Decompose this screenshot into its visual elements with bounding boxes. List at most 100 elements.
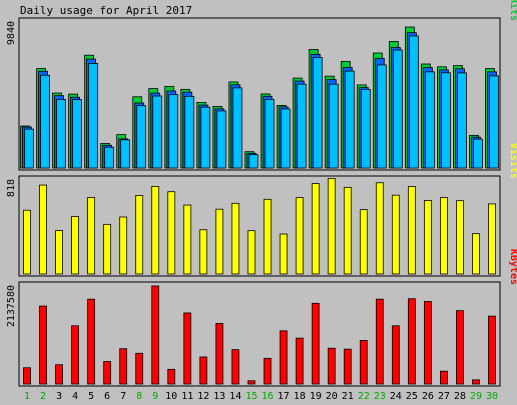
bar-pages-day-26: [424, 71, 435, 169]
bar-visits-day-6: [103, 223, 112, 275]
bar-visits-day-9: [151, 186, 160, 275]
bar-kbytes-day-2: [39, 305, 47, 385]
bar-kbytes-day-12: [199, 356, 208, 385]
bar-pages-day-1: [24, 128, 34, 169]
bar-kbytes-day-15: [247, 380, 256, 385]
bar-kbytes-day-24: [391, 325, 400, 385]
x-tick-label: 28: [454, 391, 466, 402]
bar-pages-day-7: [120, 139, 131, 169]
bar-pages-day-24: [392, 49, 403, 169]
bar-visits-day-7: [119, 216, 128, 275]
y-axis-max-label: 818: [6, 179, 17, 197]
x-tick-label: 19: [310, 391, 322, 402]
bar-visits-day-10: [167, 191, 176, 275]
bar-pages-day-19: [312, 57, 323, 169]
x-tick-label: 14: [229, 391, 241, 402]
bar-kbytes-day-28: [456, 310, 464, 385]
x-tick-label: 4: [72, 391, 78, 402]
bar-visits-day-14: [231, 202, 240, 275]
bar-pages-day-23: [376, 64, 387, 169]
y-axis-max-label: 2137580: [6, 285, 17, 327]
bar-visits-day-16: [263, 198, 272, 275]
x-tick-label: 8: [136, 391, 142, 402]
bar-pages-day-15: [248, 154, 259, 169]
bar-pages-day-13: [216, 110, 227, 169]
bar-kbytes-day-6: [103, 361, 112, 385]
bar-pages-day-9: [152, 95, 163, 169]
bar-pages-day-20: [328, 83, 339, 169]
bar-visits-day-8: [135, 194, 144, 275]
x-tick-label: 17: [278, 391, 290, 402]
bar-pages-day-25: [408, 35, 419, 169]
bar-kbytes-day-7: [119, 348, 128, 385]
bar-kbytes-day-29: [472, 379, 480, 385]
bar-kbytes-day-19: [311, 302, 320, 385]
y-axis-max-label: 9840: [6, 21, 17, 45]
x-tick-label: 27: [438, 391, 450, 402]
bar-kbytes-day-10: [167, 368, 176, 385]
x-tick-label: 11: [181, 391, 193, 402]
bar-visits-day-24: [391, 194, 400, 275]
bar-kbytes-day-5: [87, 298, 96, 385]
panel-frame: [18, 281, 501, 387]
x-tick-label: 2: [40, 391, 46, 402]
chart-panels: 9840 Pages/Files/Hits 818 Visits 2137580 KByt…: [6, 0, 517, 387]
bar-kbytes-day-21: [343, 348, 352, 385]
bar-kbytes-day-16: [263, 357, 272, 385]
x-tick-label: 7: [120, 391, 126, 402]
panel-frame: [18, 175, 501, 277]
bar-kbytes-day-17: [279, 330, 288, 385]
x-tick-label: 24: [390, 391, 402, 402]
bar-visits-day-12: [199, 229, 208, 275]
bar-visits-day-15: [247, 230, 256, 275]
panel-kbytes: 2137580 KBytes: [6, 249, 517, 387]
x-tick-label: 22: [358, 391, 370, 402]
x-tick-label: 29: [470, 391, 482, 402]
bar-kbytes-day-27: [439, 370, 448, 385]
x-tick-label: 3: [56, 391, 62, 402]
bar-pages-day-12: [200, 106, 211, 169]
bar-pages-day-6: [104, 146, 115, 169]
x-tick-label: 13: [213, 391, 225, 402]
x-tick-label: 12: [197, 391, 209, 402]
bar-pages-day-27: [440, 72, 451, 169]
bar-visits-day-18: [295, 197, 304, 275]
bar-kbytes-day-22: [359, 340, 368, 385]
bar-visits-day-4: [71, 216, 80, 275]
bar-visits-day-3: [55, 230, 63, 275]
bar-visits-day-2: [39, 184, 47, 275]
bar-visits-day-23: [375, 182, 384, 275]
bar-visits-day-27: [439, 197, 448, 275]
legend-entry: KBytes: [508, 249, 517, 285]
x-tick-label: 26: [422, 391, 434, 402]
bar-kbytes-day-23: [375, 298, 384, 385]
bar-visits-day-29: [472, 233, 480, 275]
x-axis-day-labels: 1 2 3 4 5 6 7 8 9 10 11 12 13 14 15 16 17 18 19 20 21 22 23 24 2…: [24, 391, 498, 402]
x-tick-label: 9: [152, 391, 158, 402]
bar-kbytes-day-30: [488, 315, 496, 385]
bar-visits-day-30: [488, 203, 496, 275]
x-tick-label: 30: [486, 391, 498, 402]
bar-kbytes-day-20: [327, 347, 336, 385]
bar-visits-day-19: [311, 183, 320, 275]
bar-pages-day-21: [344, 70, 355, 169]
bar-kbytes-day-26: [423, 301, 432, 385]
panel-requests: 9840 Pages/Files/Hits: [6, 0, 517, 171]
bar-kbytes-day-1: [23, 367, 31, 385]
bar-kbytes-day-18: [295, 337, 304, 385]
x-tick-label: 16: [261, 391, 273, 402]
bar-pages-day-14: [232, 87, 243, 169]
bar-visits-day-25: [407, 186, 416, 275]
bar-pages-day-22: [360, 88, 371, 169]
x-tick-label: 6: [104, 391, 110, 402]
bar-visits-day-13: [215, 208, 224, 275]
bar-pages-day-18: [296, 83, 307, 169]
x-tick-label: 23: [374, 391, 386, 402]
series-legend-label: Visits: [508, 143, 517, 179]
bar-pages-day-28: [457, 72, 467, 169]
bar-kbytes-day-13: [215, 323, 224, 385]
x-tick-label: 18: [294, 391, 306, 402]
bar-pages-day-16: [264, 99, 275, 169]
x-tick-label: 1: [24, 391, 30, 402]
bar-visits-day-11: [183, 204, 192, 275]
